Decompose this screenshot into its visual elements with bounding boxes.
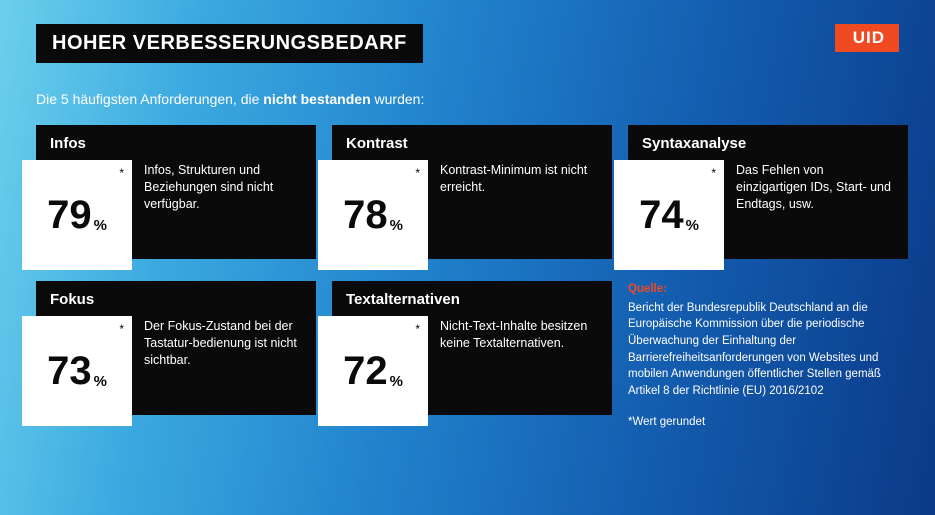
card-textalternativen: Textalternativen * 72 % Nicht-Text-Inhal… (332, 281, 612, 415)
card-title: Textalternativen (346, 291, 598, 308)
value-box: * 78 % (318, 160, 428, 270)
card-infos: Infos * 79 % Infos, Strukturen und Bezie… (36, 125, 316, 259)
card-kontrast: Kontrast * 78 % Kontrast-Minimum ist nic… (332, 125, 612, 259)
rounded-note: *Wert gerundet (628, 414, 900, 431)
card-title: Infos (50, 135, 302, 152)
header-row: HOHER VERBESSERUNGSBEDARF UID (36, 24, 899, 63)
card-body: * 72 % Nicht-Text-Inhalte besitzen keine… (346, 316, 598, 412)
card-title: Fokus (50, 291, 302, 308)
title-bar: HOHER VERBESSERUNGSBEDARF (36, 24, 423, 63)
card-syntaxanalyse: Syntaxanalyse * 74 % Das Fehlen von einz… (628, 125, 908, 259)
source-block: Quelle: Bericht der Bundesrepublik Deuts… (628, 281, 908, 430)
card-body: * 74 % Das Fehlen von einzigartigen IDs,… (642, 160, 894, 256)
value-number: 74 (639, 195, 684, 235)
card-body: * 73 % Der Fokus-Zustand bei der Tastatu… (50, 316, 302, 412)
source-label: Quelle: (628, 281, 900, 298)
card-description: Das Fehlen von einzigartigen IDs, Start-… (736, 160, 894, 213)
logo-badge: UID (835, 24, 899, 52)
source-text: Bericht der Bundesrepublik Deutschland a… (628, 302, 881, 397)
source-cell: Quelle: Bericht der Bundesrepublik Deuts… (628, 281, 908, 430)
value-unit: % (94, 217, 107, 234)
value-box: * 72 % (318, 316, 428, 426)
asterisk-icon: * (119, 166, 124, 180)
card-title: Kontrast (346, 135, 598, 152)
value-unit: % (94, 373, 107, 390)
asterisk-icon: * (415, 322, 420, 336)
card-description: Kontrast-Minimum ist nicht erreicht. (440, 160, 598, 196)
asterisk-icon: * (711, 166, 716, 180)
asterisk-icon: * (415, 166, 420, 180)
infographic-page: HOHER VERBESSERUNGSBEDARF UID Die 5 häuf… (0, 0, 935, 515)
card-description: Infos, Strukturen und Beziehungen sind n… (144, 160, 302, 213)
value-unit: % (686, 217, 699, 234)
subhead-bold: nicht bestanden (263, 91, 370, 107)
value-unit: % (390, 373, 403, 390)
subhead-pre: Die 5 häufigsten Anforderungen, die (36, 91, 263, 107)
asterisk-icon: * (119, 322, 124, 336)
value-number: 78 (343, 195, 388, 235)
cards-grid: Infos * 79 % Infos, Strukturen und Bezie… (36, 125, 899, 430)
card-body: * 78 % Kontrast-Minimum ist nicht erreic… (346, 160, 598, 256)
value-unit: % (390, 217, 403, 234)
value-number: 73 (47, 351, 92, 391)
value-box: * 74 % (614, 160, 724, 270)
logo-text: UID (853, 28, 885, 48)
card-description: Der Fokus-Zustand bei der Tastatur-bedie… (144, 316, 302, 369)
card-fokus: Fokus * 73 % Der Fokus-Zustand bei der T… (36, 281, 316, 415)
subheading: Die 5 häufigsten Anforderungen, die nich… (36, 91, 899, 107)
page-title: HOHER VERBESSERUNGSBEDARF (52, 32, 407, 55)
subhead-post: wurden: (371, 91, 425, 107)
card-body: * 79 % Infos, Strukturen und Beziehungen… (50, 160, 302, 256)
card-title: Syntaxanalyse (642, 135, 894, 152)
card-description: Nicht-Text-Inhalte besitzen keine Textal… (440, 316, 598, 352)
value-box: * 79 % (22, 160, 132, 270)
value-number: 72 (343, 351, 388, 391)
value-box: * 73 % (22, 316, 132, 426)
value-number: 79 (47, 195, 92, 235)
